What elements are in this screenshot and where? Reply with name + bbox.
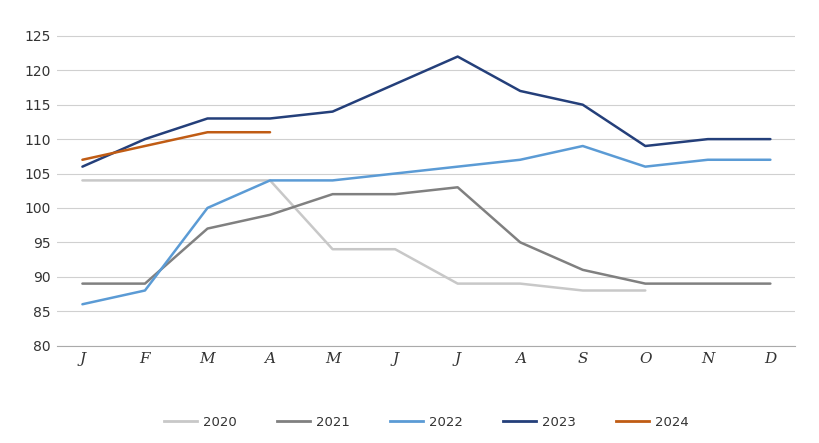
- Legend: 2020, 2021, 2022, 2023, 2024: 2020, 2021, 2022, 2023, 2024: [158, 410, 694, 434]
